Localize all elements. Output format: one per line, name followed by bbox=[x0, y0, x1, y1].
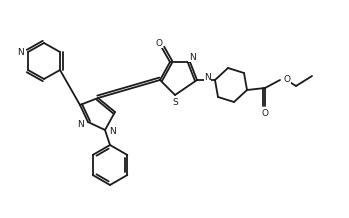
Text: O: O bbox=[156, 39, 163, 48]
Text: O: O bbox=[261, 109, 268, 118]
Text: O: O bbox=[284, 75, 291, 83]
Text: N: N bbox=[77, 119, 84, 128]
Text: N: N bbox=[204, 73, 211, 82]
Text: S: S bbox=[172, 97, 178, 107]
Text: N: N bbox=[17, 48, 24, 56]
Text: N: N bbox=[109, 128, 116, 136]
Text: N: N bbox=[188, 53, 195, 61]
